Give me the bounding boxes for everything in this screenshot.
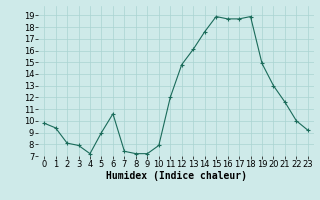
X-axis label: Humidex (Indice chaleur): Humidex (Indice chaleur): [106, 171, 246, 181]
